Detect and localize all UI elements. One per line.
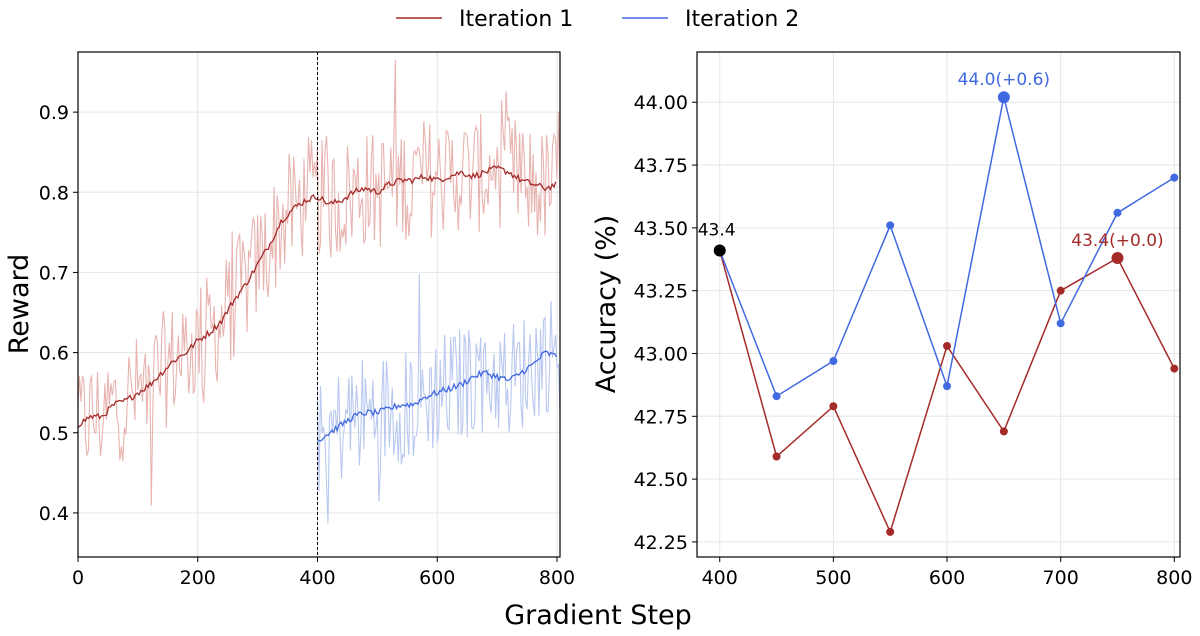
legend-label-iteration-1: Iteration 1 xyxy=(459,7,573,32)
reward-plot-frame xyxy=(77,51,561,558)
reward-y-tick-label: 0.9 xyxy=(39,102,69,124)
reward-smoothed-line-1 xyxy=(77,165,557,428)
accuracy-x-tick-label: 500 xyxy=(815,567,851,589)
accuracy-annotation-2: 43.4(+0.0) xyxy=(1071,231,1163,251)
accuracy-y-tick-label: 42.25 xyxy=(634,532,688,554)
accuracy-x-tick-label: 700 xyxy=(1043,567,1079,589)
legend: Iteration 1 Iteration 2 xyxy=(396,7,799,32)
accuracy-point-1 xyxy=(1170,364,1179,373)
accuracy-point-1 xyxy=(999,427,1008,436)
accuracy-point-2 xyxy=(997,91,1010,104)
reward-y-tick-label: 0.8 xyxy=(39,182,69,204)
accuracy-point-1 xyxy=(1111,252,1124,265)
accuracy-point-2 xyxy=(886,221,895,230)
accuracy-point-2 xyxy=(829,357,838,366)
accuracy-point-2 xyxy=(1113,208,1122,217)
reward-ylabel: Reward xyxy=(4,254,35,355)
accuracy-chart: 43.4 44.0(+0.6) 43.4(+0.0) 400 500 600 700 800… xyxy=(591,51,1193,589)
accuracy-y-tick-label: 44.00 xyxy=(634,92,688,114)
reward-x-tick-label: 600 xyxy=(419,567,455,589)
reward-ticks: 0 200 400 600 800 0.4 0.5 0.6 0.7 0.8 0.9 xyxy=(39,102,575,589)
accuracy-point-1 xyxy=(829,402,838,411)
reward-smoothed-line-2 xyxy=(317,350,557,442)
accuracy-ylabel: Accuracy (%) xyxy=(591,215,622,394)
accuracy-point-1 xyxy=(1056,286,1065,295)
accuracy-y-tick-label: 42.75 xyxy=(634,406,688,428)
accuracy-start-point xyxy=(713,244,726,257)
reward-y-tick-label: 0.6 xyxy=(39,343,69,365)
accuracy-x-tick-label: 800 xyxy=(1156,567,1192,589)
reward-x-tick-label: 800 xyxy=(539,567,575,589)
accuracy-plot-frame xyxy=(696,51,1181,558)
accuracy-y-tick-label: 43.00 xyxy=(634,343,688,365)
accuracy-y-tick-label: 42.50 xyxy=(634,469,688,491)
accuracy-points xyxy=(713,91,1179,536)
reward-x-tick-label: 400 xyxy=(299,567,335,589)
reward-raw-line-2 xyxy=(316,273,561,524)
shared-xlabel: Gradient Step xyxy=(504,600,692,631)
accuracy-point-1 xyxy=(772,452,781,461)
accuracy-point-1 xyxy=(943,341,952,350)
reward-y-tick-label: 0.7 xyxy=(39,262,69,284)
reward-raw-series xyxy=(77,59,561,524)
accuracy-ticks: 400 500 600 700 800 42.25 42.50 42.75 43.00 43.25… xyxy=(634,92,1193,589)
reward-chart: 0 200 400 600 800 0.4 0.5 0.6 0.7 0.8 0.9 Reward xyxy=(4,51,575,589)
accuracy-y-tick-label: 43.50 xyxy=(634,218,688,240)
accuracy-point-2 xyxy=(1056,319,1065,328)
accuracy-point-2 xyxy=(1170,173,1179,182)
accuracy-x-tick-label: 600 xyxy=(929,567,965,589)
reward-smoothed-series xyxy=(77,165,557,442)
accuracy-point-1 xyxy=(886,527,895,536)
reward-y-tick-label: 0.4 xyxy=(39,503,69,525)
accuracy-y-tick-label: 43.25 xyxy=(634,281,688,303)
accuracy-start-label: 43.4 xyxy=(698,220,736,240)
accuracy-point-2 xyxy=(943,382,952,391)
reward-raw-line-1 xyxy=(77,59,561,506)
reward-x-tick-label: 200 xyxy=(180,567,216,589)
accuracy-annotation-1: 44.0(+0.6) xyxy=(958,70,1050,90)
reward-x-tick-label: 0 xyxy=(72,567,84,589)
accuracy-y-tick-label: 43.75 xyxy=(634,155,688,177)
accuracy-point-2 xyxy=(772,392,781,401)
accuracy-x-tick-label: 400 xyxy=(702,567,738,589)
accuracy-annotations: 43.4 44.0(+0.6) 43.4(+0.0) xyxy=(698,70,1164,251)
legend-label-iteration-2: Iteration 2 xyxy=(685,7,799,32)
reward-y-tick-label: 0.5 xyxy=(39,423,69,445)
accuracy-gridlines xyxy=(697,52,1180,557)
